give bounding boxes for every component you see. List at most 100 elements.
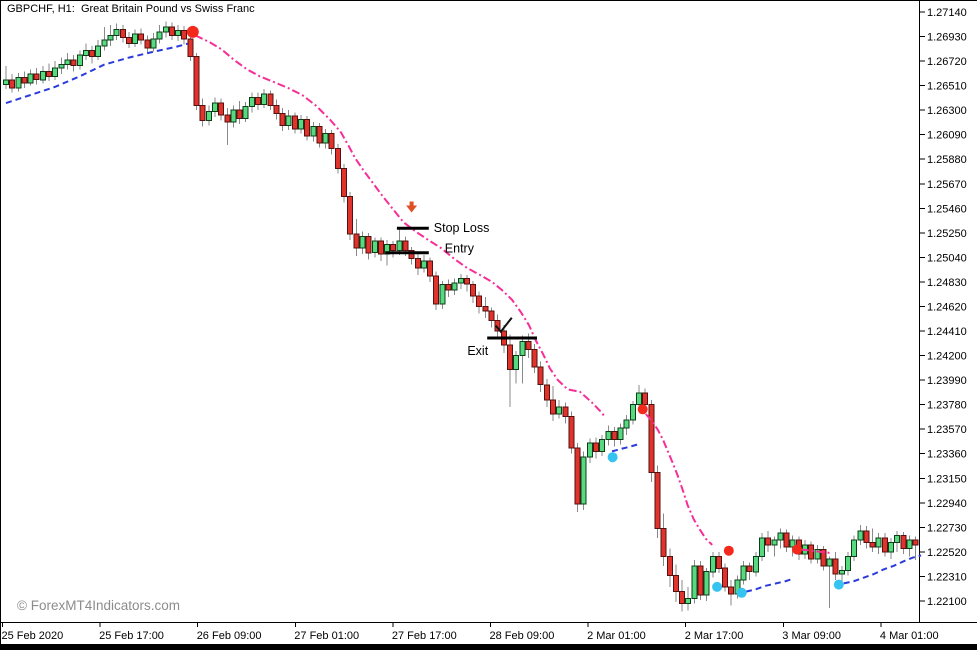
entry-label: Entry	[445, 242, 475, 256]
price-tick-label: 1.24410	[927, 326, 967, 338]
candle-bearish	[433, 275, 440, 305]
candle-bearish	[89, 50, 95, 57]
candle-bearish	[537, 366, 544, 386]
candle-bullish	[906, 539, 913, 549]
candle-bullish	[107, 34, 114, 41]
candle-bearish	[236, 109, 243, 119]
candle-bearish	[568, 415, 575, 449]
candle-bearish	[574, 447, 581, 505]
candle-bullish	[371, 240, 378, 254]
candle-bearish	[138, 33, 145, 41]
candle-bullish	[451, 282, 458, 291]
price-tick-label: 1.22100	[927, 596, 967, 608]
candle-bearish	[642, 392, 649, 406]
price-tick-label: 1.23990	[927, 375, 967, 387]
candle-bullish	[851, 539, 858, 558]
candle-bearish	[611, 431, 618, 441]
candle-bullish	[162, 26, 169, 33]
candle-bullish	[623, 419, 630, 429]
candle-bearish	[427, 260, 434, 277]
candle-bullish	[95, 45, 102, 57]
date-tick-label: 25 Feb 2020	[2, 630, 64, 642]
candle-bearish	[881, 537, 888, 553]
candle-bullish	[457, 277, 464, 284]
candle-bullish	[838, 570, 845, 575]
candle-bearish	[279, 113, 286, 126]
candle-bearish	[328, 133, 335, 150]
candle-bearish	[291, 115, 298, 130]
price-tick-label: 1.22730	[927, 522, 967, 534]
candle-bullish	[556, 406, 563, 415]
candle-bearish	[463, 277, 470, 285]
candle-bearish	[525, 341, 532, 351]
candle-bullish	[826, 558, 833, 567]
candle-bullish	[359, 235, 366, 249]
sell-signal-dot	[723, 545, 734, 556]
candle-bearish	[531, 349, 538, 368]
candle-bullish	[242, 106, 249, 119]
watermark: © ForexMT4Indicators.com	[17, 598, 180, 613]
buy-signal-dot	[712, 581, 723, 592]
candle-bearish	[820, 549, 827, 567]
candle-bullish	[101, 39, 108, 47]
down-trend-line	[800, 548, 831, 554]
candle-bullish	[752, 556, 759, 573]
buy-signal-dot	[833, 579, 844, 590]
candle-bearish	[119, 29, 126, 39]
candle-bearish	[507, 344, 513, 370]
candle-bullish	[703, 571, 710, 596]
candle-bullish	[617, 427, 624, 441]
candle-bullish	[396, 240, 403, 251]
candle-bullish	[636, 392, 642, 406]
candle-bearish	[722, 567, 729, 588]
price-tick-label: 1.25880	[927, 154, 967, 166]
candle-bearish	[408, 249, 415, 260]
candle-bearish	[550, 399, 556, 415]
candle-bearish	[273, 105, 280, 115]
candle-bearish	[187, 38, 194, 57]
candle-bullish	[599, 439, 606, 452]
candle-bullish	[894, 535, 901, 543]
price-tick-label: 1.25460	[927, 203, 967, 215]
candle-bullish	[691, 565, 698, 600]
candle-bearish	[347, 196, 354, 235]
candle-bearish	[445, 283, 452, 291]
date-tick-label: 27 Feb 17:00	[392, 630, 457, 642]
candle-bullish	[132, 33, 139, 45]
candle-bearish	[494, 320, 501, 332]
price-tick-label: 1.22520	[927, 547, 967, 559]
price-tick-label: 1.27140	[927, 7, 967, 19]
candle-bearish	[402, 240, 409, 251]
candle-bullish	[322, 133, 329, 144]
candle-bullish	[740, 565, 747, 581]
candle-bearish	[33, 73, 40, 81]
candle-bearish	[912, 539, 919, 546]
candle-bullish	[759, 537, 765, 558]
up-trend-line	[745, 577, 794, 593]
candle-bearish	[218, 102, 225, 116]
candle-bearish	[46, 71, 52, 77]
candle-bearish	[304, 119, 311, 137]
candle-bearish	[863, 530, 870, 543]
candle-bearish	[666, 556, 673, 576]
window-bottom-bar	[0, 644, 977, 650]
candle-bearish	[316, 126, 323, 144]
candle-bearish	[869, 542, 876, 548]
up-trend-line	[843, 554, 922, 585]
candle-bearish	[746, 565, 753, 573]
price-tick-label: 1.22940	[927, 498, 967, 510]
candle-bearish	[144, 39, 151, 49]
candle-bullish	[175, 30, 182, 36]
price-tick-label: 1.26720	[927, 56, 967, 68]
candle-bullish	[605, 431, 612, 441]
candle-bearish	[715, 556, 722, 569]
candle-bearish	[9, 79, 16, 89]
price-tick-label: 1.26090	[927, 130, 967, 142]
candle-bearish	[168, 26, 175, 36]
buy-signal-dot	[607, 452, 618, 463]
date-tick-label: 27 Feb 01:00	[294, 630, 359, 642]
candle-bearish	[255, 96, 261, 105]
candle-bearish	[476, 295, 483, 307]
candle-bearish	[765, 537, 772, 546]
